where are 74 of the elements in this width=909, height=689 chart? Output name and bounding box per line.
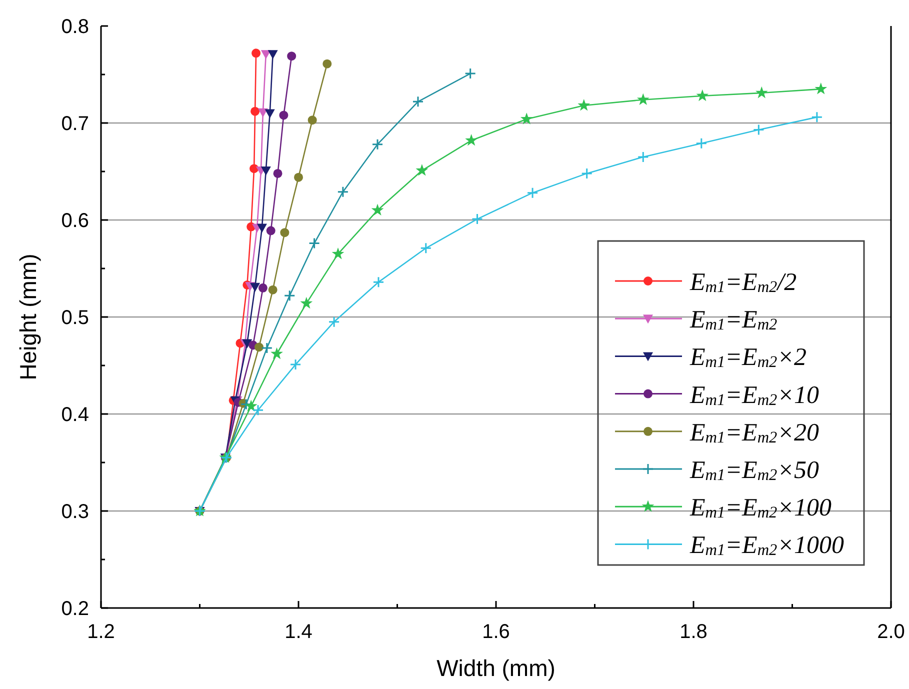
x-axis-title: Width (mm)	[436, 655, 556, 681]
y-tick-label: 0.4	[61, 404, 89, 426]
point	[332, 247, 344, 260]
point	[287, 52, 296, 61]
point	[300, 296, 313, 309]
point	[814, 82, 828, 94]
point	[520, 112, 533, 124]
point	[250, 282, 260, 292]
point	[752, 124, 764, 136]
legend-label: E$_{m1}$=E$_{m2}$×10	[689, 382, 820, 410]
point	[465, 134, 478, 146]
point	[260, 166, 271, 176]
legend-label: E$_{m1}$=E$_{m2}$×2	[689, 344, 807, 372]
legend-label: E$_{m1}$=E$_{m2}$	[689, 306, 778, 334]
point	[412, 96, 424, 108]
point	[371, 204, 384, 216]
point	[308, 238, 320, 250]
point	[337, 186, 349, 198]
legend-label: E$_{m1}$=E$_{m2}$×50	[689, 457, 820, 484]
legend-label: E$_{m1}$=E$_{m2}$×20	[689, 419, 820, 447]
point	[696, 138, 708, 150]
point	[266, 226, 276, 236]
point	[268, 50, 278, 60]
point	[256, 224, 267, 233]
point	[328, 316, 340, 328]
point	[416, 164, 428, 176]
point	[258, 283, 268, 292]
y-tick-label: 0.2	[61, 598, 89, 620]
y-tick-label: 0.5	[61, 307, 89, 329]
point	[526, 187, 538, 199]
point	[244, 400, 258, 412]
point	[280, 228, 290, 238]
point	[290, 358, 302, 370]
point	[471, 213, 483, 225]
point	[279, 110, 288, 120]
point	[264, 109, 275, 118]
point	[261, 342, 273, 354]
point	[420, 242, 432, 254]
y-tick-label: 0.3	[61, 501, 89, 523]
point	[250, 164, 259, 174]
point	[294, 172, 303, 182]
y-tick-label: 0.7	[61, 113, 89, 135]
point	[372, 276, 384, 288]
x-tick-label: 1.8	[680, 621, 708, 643]
point	[284, 290, 296, 302]
point	[464, 68, 476, 80]
point	[755, 86, 768, 98]
point	[696, 89, 709, 102]
point	[273, 168, 282, 178]
legend-label: E$_{m1}$=E$_{m2}$×1000	[689, 532, 845, 560]
point	[578, 99, 590, 111]
x-tick-label: 1.6	[482, 621, 510, 643]
point	[637, 151, 649, 163]
x-tick-label: 1.2	[87, 621, 115, 643]
point	[811, 111, 823, 123]
y-tick-label: 0.8	[61, 16, 89, 38]
point	[322, 59, 332, 68]
point	[268, 285, 278, 294]
legend-label: E$_{m1}$=E$_{m2}$×100	[689, 494, 832, 522]
point	[270, 347, 283, 360]
point	[250, 106, 260, 116]
point	[258, 108, 268, 118]
point	[581, 168, 593, 180]
x-tick-label: 2.0	[877, 621, 905, 643]
point	[252, 404, 264, 416]
y-tick-label: 0.6	[61, 210, 89, 232]
point	[252, 48, 261, 58]
y-axis-title: Height (mm)	[15, 254, 41, 380]
x-tick-label: 1.4	[284, 621, 312, 643]
legend-label: E$_{m1}$=E$_{m2}$/2	[689, 269, 797, 296]
point	[372, 138, 384, 150]
point	[636, 93, 650, 105]
point	[254, 342, 264, 352]
point	[308, 116, 317, 125]
